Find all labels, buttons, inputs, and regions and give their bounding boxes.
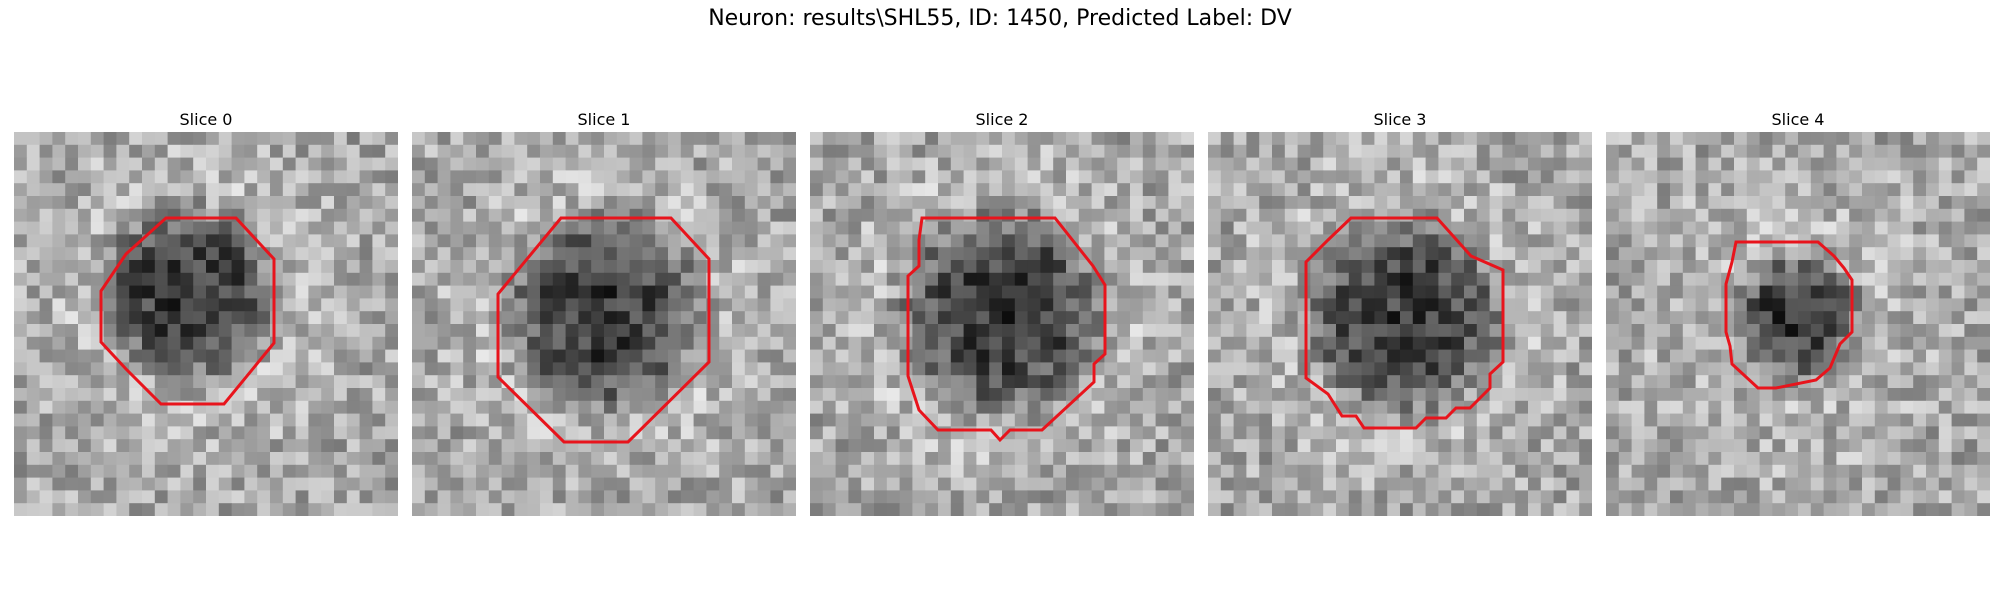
grayscale-pixels [1606,132,1990,516]
slice-image [1606,132,1990,516]
figure-title: Neuron: results\SHL55, ID: 1450, Predict… [708,6,1292,31]
slice-image [412,132,796,516]
slice-title: Slice 0 [179,110,233,129]
slice-panel-2: Slice 2 [810,108,1194,516]
slice-image [14,132,398,516]
slice-title: Slice 2 [975,110,1029,129]
grayscale-pixels [412,132,796,516]
contour-outline [1724,240,1854,390]
contour-outline [906,216,1107,443]
slice-image [810,132,1194,516]
slice-panel-3: Slice 3 [1208,108,1592,516]
slice-panel-1: Slice 1 [412,108,796,516]
grayscale-pixels [810,132,1194,516]
grayscale-pixels [1208,132,1592,516]
slice-title: Slice 3 [1373,110,1427,129]
slice-image [1208,132,1592,516]
grayscale-pixels [14,132,398,516]
slice-panel-4: Slice 4 [1606,108,1990,516]
slice-title: Slice 4 [1771,110,1825,129]
slice-title: Slice 1 [577,110,631,129]
contour-outline [1304,216,1505,430]
contour-outline [496,216,711,444]
contour-outline [99,216,276,406]
slice-panel-0: Slice 0 [14,108,398,516]
